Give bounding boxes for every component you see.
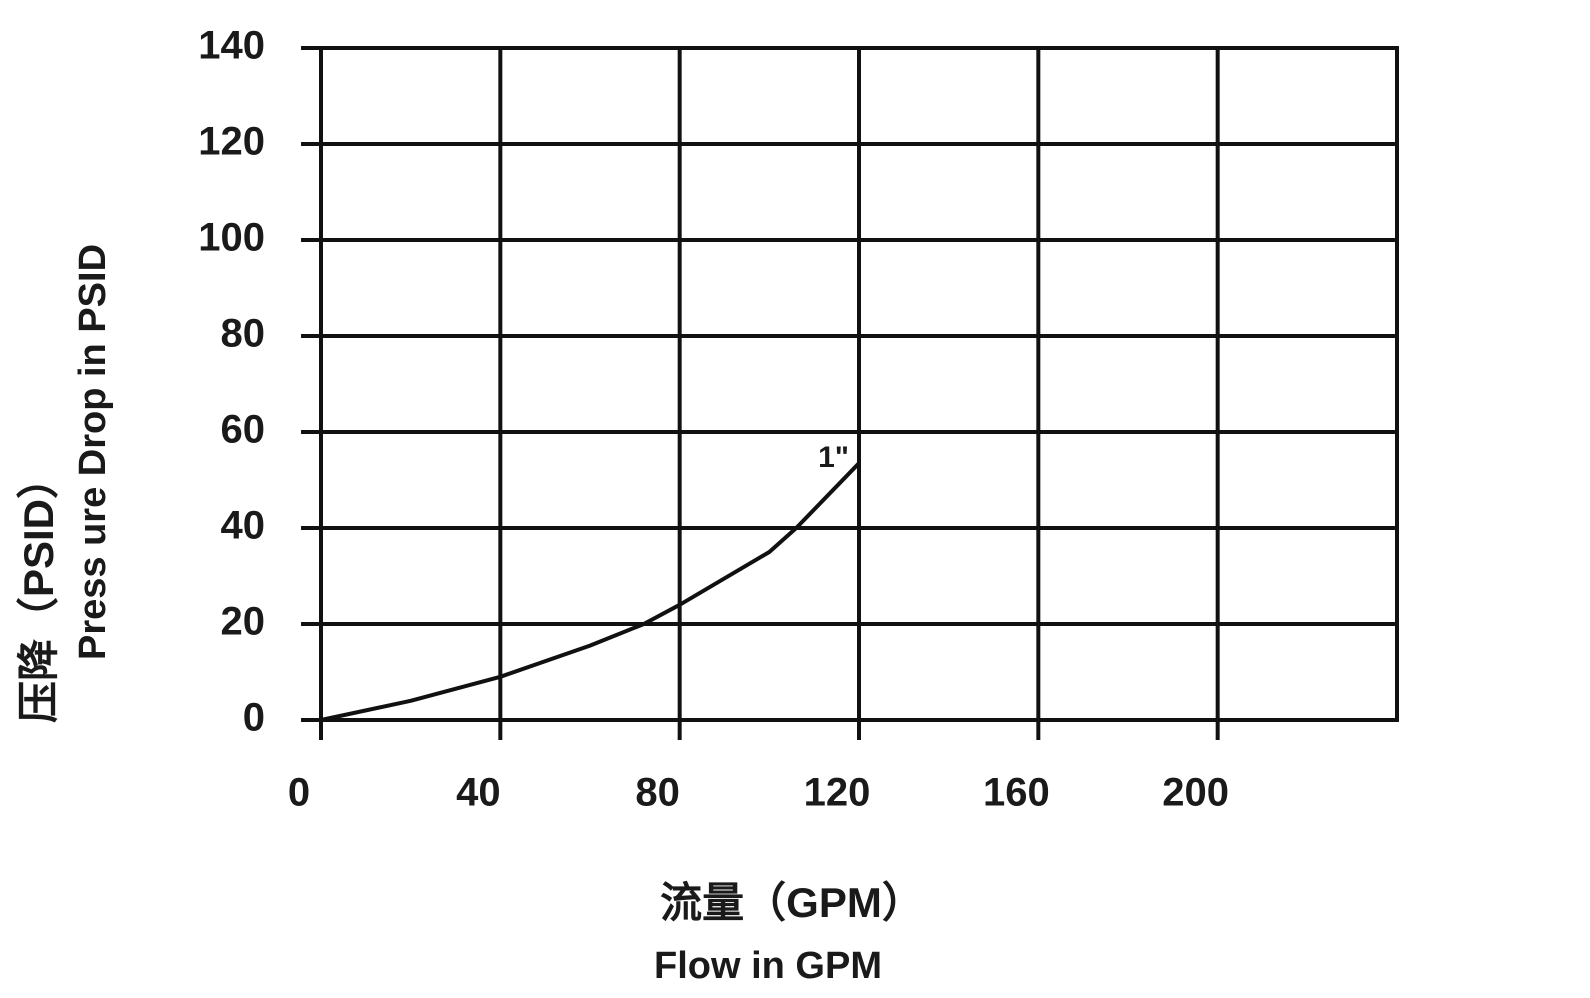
data-line bbox=[320, 461, 861, 722]
y-tick-label: 140 bbox=[198, 24, 265, 68]
y-tick-label: 40 bbox=[221, 504, 266, 548]
x-tick-label: 0 bbox=[288, 771, 310, 815]
x-tick-label: 160 bbox=[983, 771, 1050, 815]
y-tick-label: 120 bbox=[198, 120, 265, 164]
y-tick-label: 0 bbox=[243, 696, 265, 740]
y-tick-label: 20 bbox=[221, 600, 266, 644]
x-axis-label: 流量（GPM） bbox=[660, 879, 924, 926]
y-axis-label: 压降（PSID） bbox=[15, 457, 62, 723]
series-label: 1" bbox=[818, 441, 849, 474]
x-axis-label-en: Flow in GPM bbox=[654, 945, 882, 987]
x-tick-label: 120 bbox=[804, 771, 871, 815]
x-tick-label: 40 bbox=[456, 771, 501, 815]
x-tick-label: 200 bbox=[1162, 771, 1229, 815]
y-tick-label: 60 bbox=[221, 408, 266, 452]
y-axis-label-en: Press ure Drop in PSID bbox=[72, 244, 114, 660]
y-tick-label: 80 bbox=[221, 312, 266, 356]
x-tick-label: 80 bbox=[635, 771, 680, 815]
y-tick-label: 100 bbox=[198, 216, 265, 260]
